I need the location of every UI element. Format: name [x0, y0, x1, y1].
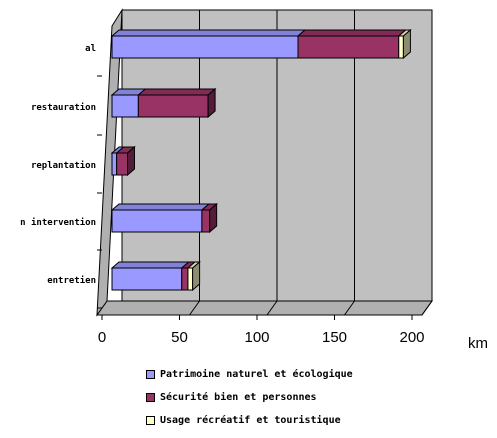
bar-segment — [398, 35, 404, 59]
gridline-floor — [266, 300, 278, 316]
x-tick-label: 150 — [322, 329, 347, 346]
x-tick-label: 0 — [98, 329, 106, 346]
chart-floor — [96, 300, 433, 316]
bar-segment — [201, 209, 211, 233]
bar-segment — [111, 35, 299, 59]
legend-item: Sécurité bien et personnes — [146, 386, 353, 409]
legend-label: Patrimoine naturel et écologique — [160, 369, 353, 380]
legend-label: Sécurité bien et personnes — [160, 392, 317, 403]
bar-segment — [116, 152, 129, 176]
gridline-floor — [421, 300, 433, 316]
gridline-floor — [344, 300, 355, 316]
bar-segment-top — [136, 88, 217, 96]
category-labels: al restauration replantation n intervention… — [20, 44, 102, 309]
bar-segment-top — [110, 29, 307, 37]
bar-segment-side — [402, 28, 411, 60]
legend-swatch — [146, 370, 155, 379]
category-label: entretien — [47, 275, 96, 286]
bar-segment-top — [110, 261, 191, 269]
bar-segment — [111, 94, 139, 118]
bar-segment-top — [296, 29, 408, 37]
bar-segment-side — [192, 260, 201, 292]
bar-segment-side — [207, 87, 216, 119]
x-tick-label: 100 — [244, 329, 269, 346]
legend-label: Usage récréatif et touristique — [160, 415, 341, 426]
bars — [110, 28, 412, 292]
bar-segment — [111, 152, 118, 176]
bar-segment — [181, 267, 189, 291]
bar-chart: al restauration replantation n intervention… — [20, 8, 488, 352]
x-axis-unit: km — [468, 335, 488, 352]
bar-segment — [187, 267, 194, 291]
category-label: restauration — [31, 102, 96, 113]
x-tick-label: 50 — [171, 329, 188, 346]
category-label: al — [85, 44, 96, 54]
category-label: n intervention — [20, 217, 96, 228]
bar-segment — [297, 35, 400, 59]
x-axis-ticks: 0 50 100 150 200 — [98, 315, 425, 346]
legend-swatch — [146, 393, 155, 402]
bar-segment-side — [209, 202, 218, 234]
legend-item: Usage récréatif et touristique — [146, 409, 353, 432]
bar-segment-top — [110, 203, 211, 211]
bar-segment — [111, 267, 183, 291]
legend: Patrimoine naturel et écologique Sécurit… — [146, 363, 353, 432]
gridline-floor — [189, 300, 200, 316]
legend-item: Patrimoine naturel et écologique — [146, 363, 353, 386]
category-label: replantation — [31, 160, 96, 171]
bar-segment-side — [127, 145, 135, 177]
bar-segment — [111, 209, 203, 233]
bar-segment — [137, 94, 209, 118]
legend-swatch — [146, 416, 155, 425]
x-tick-label: 200 — [399, 329, 424, 346]
